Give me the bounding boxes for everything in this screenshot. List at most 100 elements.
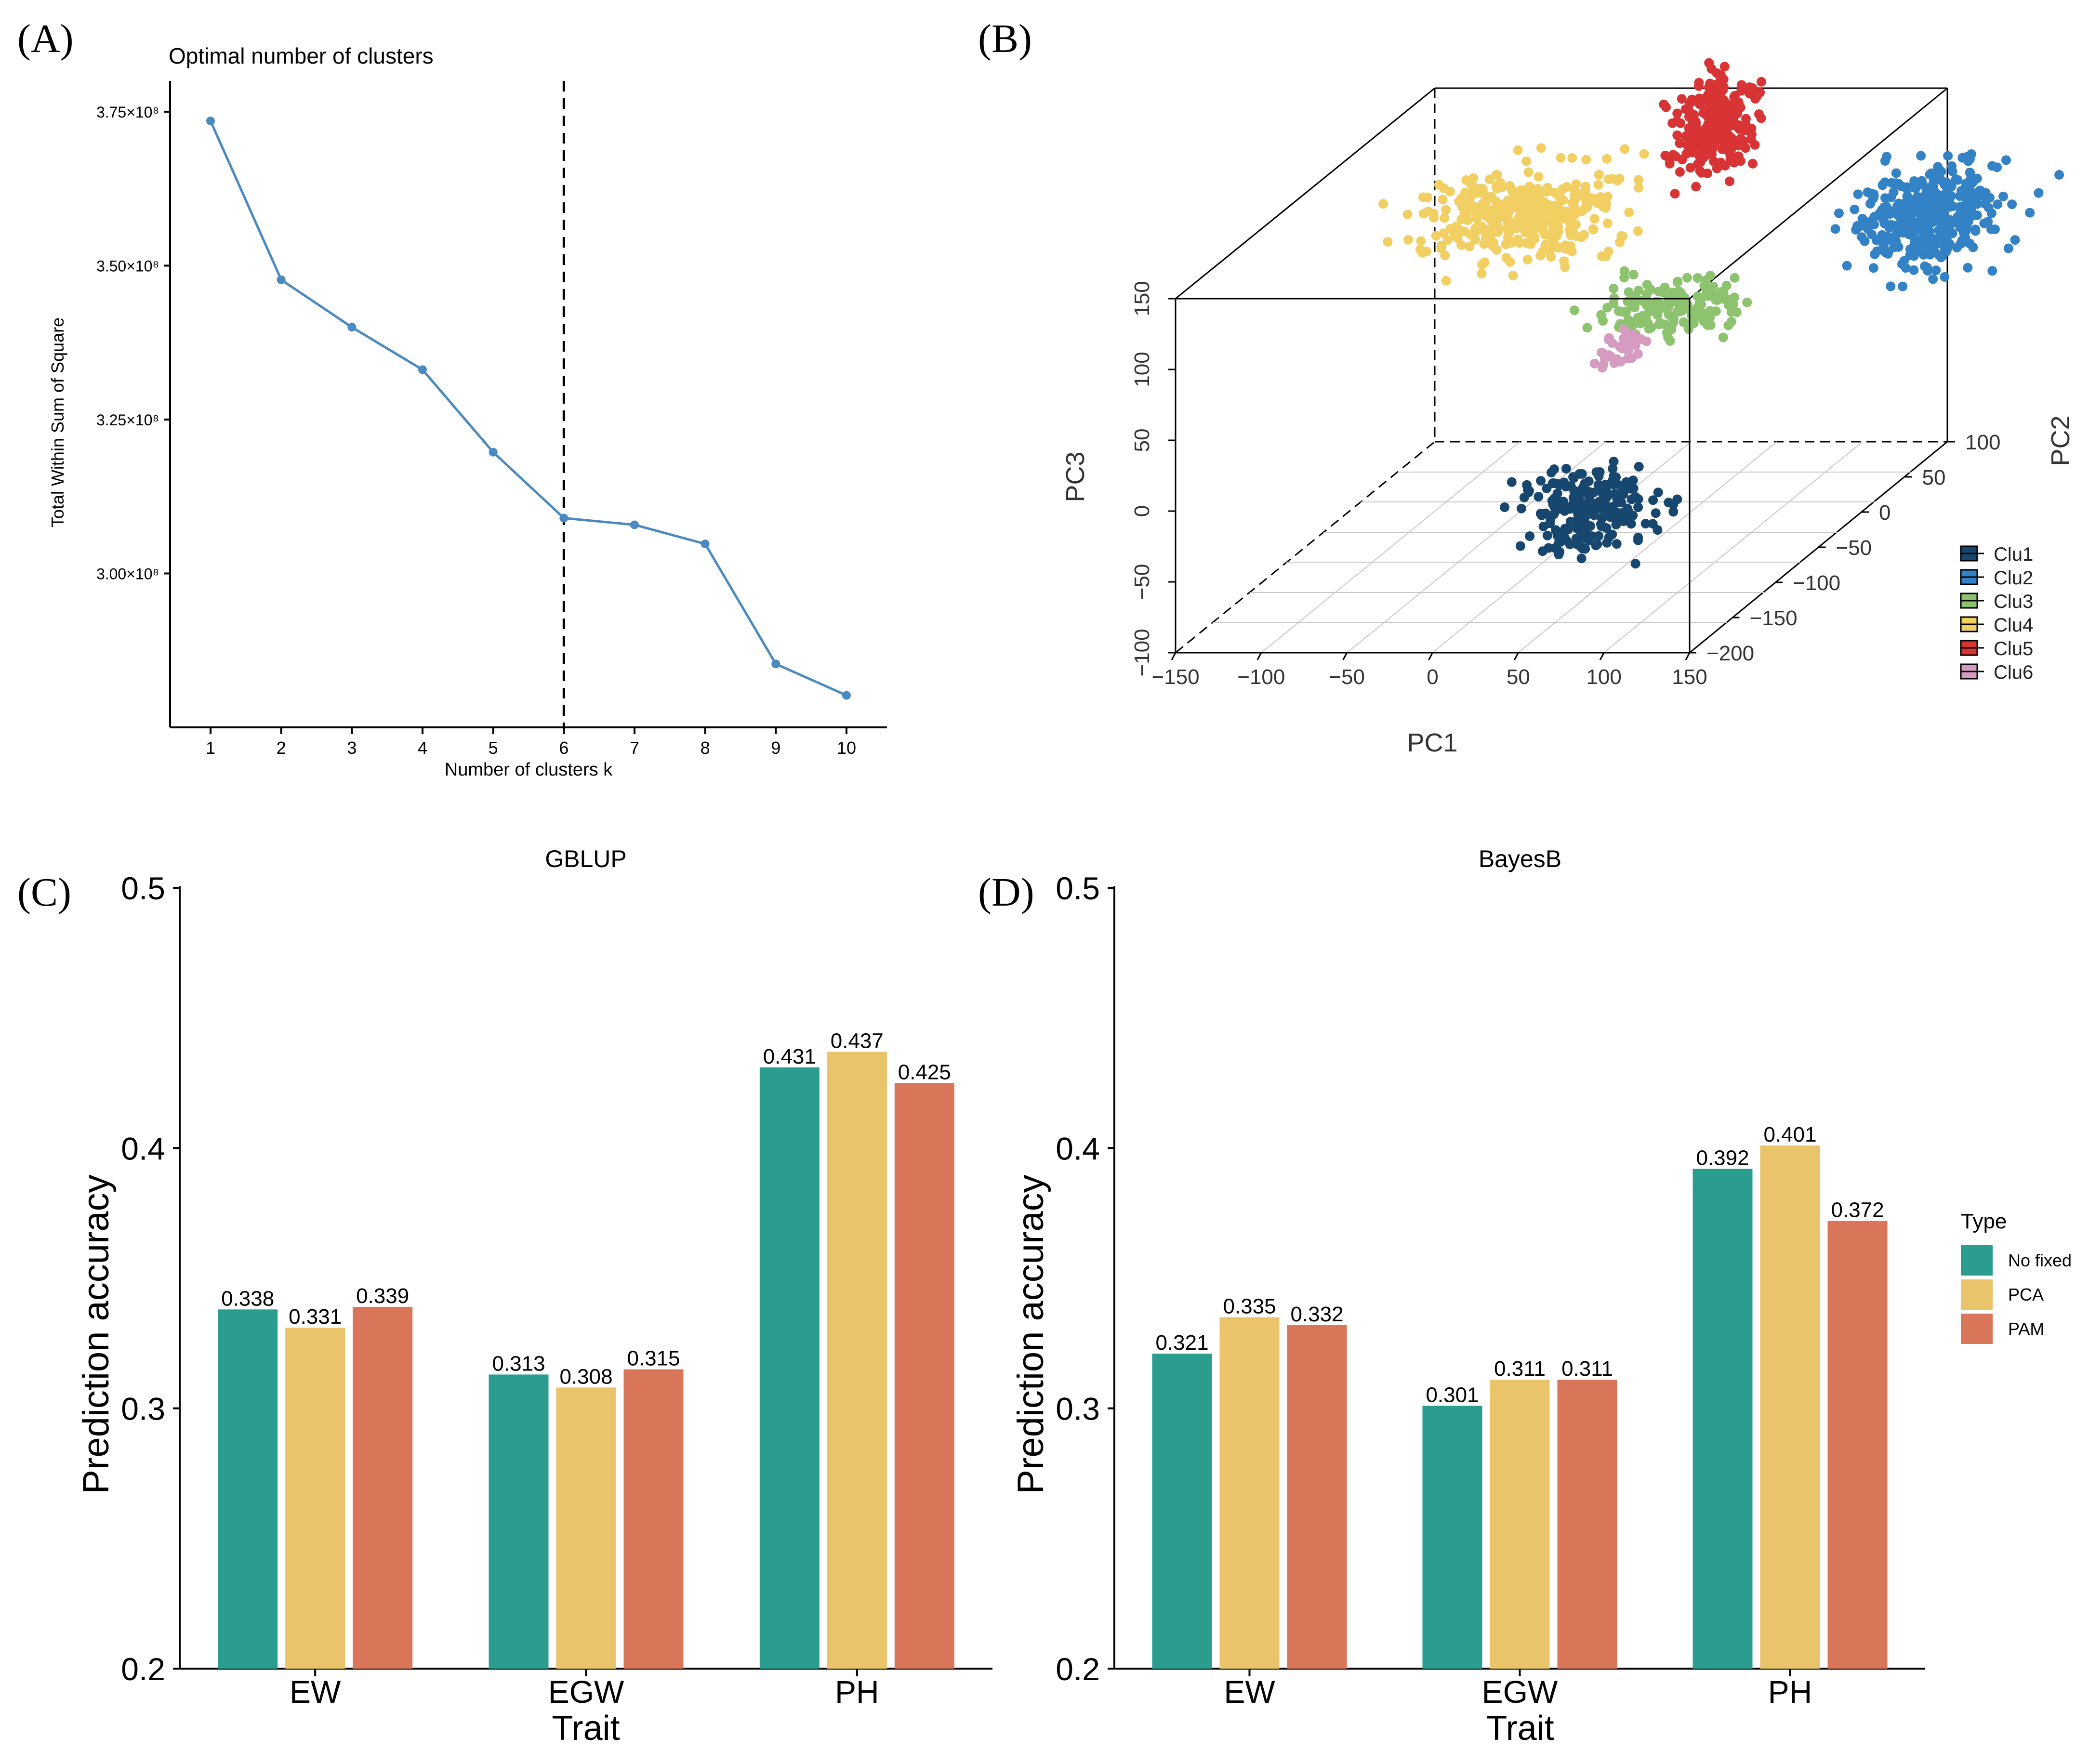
pca-point-clu1 xyxy=(1571,518,1581,528)
panel-d: (D) BayesB Prediction accuracy Trait 0.2… xyxy=(978,845,2072,1748)
pca-point-clu1 xyxy=(1561,464,1571,474)
pca-point-clu2 xyxy=(1901,201,1911,211)
pc2-tick-label: −100 xyxy=(1793,571,1840,595)
pca-point-clu4 xyxy=(1438,195,1448,205)
pca-point-clu4 xyxy=(1553,243,1563,253)
pca-point-clu4 xyxy=(1613,176,1623,185)
pca-point-clu5 xyxy=(1685,163,1695,173)
pca-point-clu4 xyxy=(1470,183,1480,193)
pca-point-clu4 xyxy=(1566,241,1576,251)
pca-point-clu1 xyxy=(1572,506,1582,516)
pca-point-clu2 xyxy=(1965,168,1975,178)
pca-point-clu1 xyxy=(1560,524,1570,534)
pca-point-clu2 xyxy=(1956,206,1966,216)
pca-point-clu2 xyxy=(1898,281,1908,291)
pca-point-clu4 xyxy=(1594,170,1604,180)
x-tick-label: EW xyxy=(1224,1674,1275,1710)
pca-point-clu4 xyxy=(1463,215,1473,225)
pca-point-clu2 xyxy=(1902,210,1912,220)
pca-point-clu1 xyxy=(1668,507,1679,517)
pca-point-clu4 xyxy=(1589,214,1600,224)
pca-point-clu3 xyxy=(1642,280,1652,290)
legend-swatch xyxy=(1961,1245,1993,1276)
pc1-tick-label: 150 xyxy=(1672,665,1707,689)
pca-point-clu1 xyxy=(1547,478,1558,488)
x-tick-label: 1 xyxy=(206,738,215,758)
pca-point-clu3 xyxy=(1718,332,1728,342)
pca-point-clu2 xyxy=(1920,261,1930,271)
pca-point-clu4 xyxy=(1525,182,1535,192)
pca-point-clu4 xyxy=(1561,207,1572,217)
pca-point-clu2 xyxy=(1946,182,1957,192)
pca-point-clu4 xyxy=(1505,257,1515,267)
panel-b: (B) −150 −10 xyxy=(978,16,2075,757)
pca-point-clu4 xyxy=(1456,194,1467,204)
pca-point-clu2 xyxy=(1948,201,1958,211)
pc3-tick-label: 150 xyxy=(1130,281,1154,316)
pca-point-clu3 xyxy=(1703,320,1712,330)
pca-point-clu3 xyxy=(1619,273,1629,283)
pca-point-clu1 xyxy=(1633,494,1643,504)
pca-point-clu4 xyxy=(1440,250,1450,261)
pca-point-clu2 xyxy=(1925,250,1935,260)
pca-point-clu2 xyxy=(1892,221,1902,231)
bar-pam xyxy=(894,1083,954,1669)
x-tick-label: 7 xyxy=(630,738,639,758)
pca-point-clu4 xyxy=(1467,191,1477,201)
pca-point-clu2 xyxy=(1880,156,1890,166)
pca-point-clu2 xyxy=(1925,194,1935,204)
pca-point-clu1 xyxy=(1588,487,1599,498)
pca-point-clu2 xyxy=(1872,246,1882,256)
pca-point-clu1 xyxy=(1534,492,1544,502)
pca-point-clu4 xyxy=(1428,209,1439,219)
x-tick-label: 8 xyxy=(701,738,710,758)
pca-point-clu3 xyxy=(1614,306,1624,316)
pca-point-clu5 xyxy=(1672,130,1682,140)
pca-point-clu2 xyxy=(2054,170,2064,180)
pca-point-clu1 xyxy=(1525,531,1535,541)
pca-point-clu4 xyxy=(1603,174,1613,184)
pca-point-clu2 xyxy=(1987,266,1997,276)
wss-point xyxy=(559,513,569,523)
pca-point-clu2 xyxy=(1934,250,1944,260)
pca-point-clu4 xyxy=(1546,252,1556,262)
pca-point-clu4 xyxy=(1542,201,1552,211)
pca-point-clu4 xyxy=(1520,218,1530,228)
bar-value-label: 0.339 xyxy=(356,1284,409,1308)
pca-point-clu4 xyxy=(1534,171,1544,182)
pca-point-clu1 xyxy=(1622,503,1632,513)
pca-point-clu2 xyxy=(1852,221,1863,231)
pc3-tick-label: 50 xyxy=(1130,429,1154,452)
pca-point-clu2 xyxy=(1919,238,1930,249)
pca-point-clu1 xyxy=(1575,532,1585,542)
panel-d-ylabel: Prediction accuracy xyxy=(1010,1174,1051,1494)
pca-point-clu1 xyxy=(1524,486,1534,496)
panel-d-xlabel: Trait xyxy=(1486,1709,1554,1748)
pca-point-clu3 xyxy=(1708,281,1719,291)
pca-point-clu5 xyxy=(1665,158,1675,169)
pca-point-clu1 xyxy=(1507,477,1517,487)
bar-pca xyxy=(1490,1380,1550,1669)
pc1-tick-label: −150 xyxy=(1151,665,1199,689)
pca-point-clu1 xyxy=(1597,513,1607,524)
bar-value-label: 0.311 xyxy=(1561,1357,1613,1381)
pca-point-clu4 xyxy=(1602,154,1612,164)
pca-point-clu4 xyxy=(1507,187,1518,197)
pca-point-clu2 xyxy=(1891,178,1901,188)
pca-point-clu3 xyxy=(1621,306,1631,316)
pca-point-clu2 xyxy=(1868,263,1878,273)
bar-pca xyxy=(1760,1145,1820,1669)
pca-point-clu4 xyxy=(1593,180,1603,190)
pc3-tick-label: −50 xyxy=(1130,564,1154,600)
pca-point-clu2 xyxy=(1902,220,1912,230)
pca-point-clu1 xyxy=(1536,476,1546,486)
legend-swatch xyxy=(1961,1314,1993,1344)
pca-point-clu2 xyxy=(1909,218,1919,227)
pca-point-clu4 xyxy=(1535,250,1546,261)
pca-point-clu5 xyxy=(1706,64,1717,74)
pca-point-clu5 xyxy=(1681,131,1691,141)
pca-point-clu4 xyxy=(1437,241,1446,250)
pca-point-clu3 xyxy=(1661,299,1671,309)
pca-point-clu3 xyxy=(1699,281,1709,291)
pc2-tick-label: 50 xyxy=(1922,466,1946,489)
